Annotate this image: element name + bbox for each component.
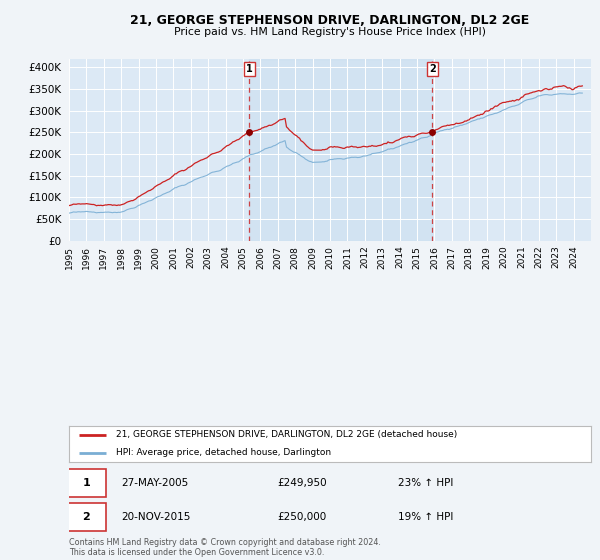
Bar: [250, 59, 432, 241]
Text: 1: 1: [82, 478, 90, 488]
Text: 23% ↑ HPI: 23% ↑ HPI: [398, 478, 453, 488]
Text: 21, GEORGE STEPHENSON DRIVE, DARLINGTON, DL2 2GE (detached house): 21, GEORGE STEPHENSON DRIVE, DARLINGTON,…: [116, 430, 457, 439]
Text: Contains HM Land Registry data © Crown copyright and database right 2024.
This d: Contains HM Land Registry data © Crown c…: [69, 538, 381, 557]
Text: 19% ↑ HPI: 19% ↑ HPI: [398, 512, 453, 522]
Text: 27-MAY-2005: 27-MAY-2005: [121, 478, 188, 488]
FancyBboxPatch shape: [67, 503, 106, 531]
Text: 21, GEORGE STEPHENSON DRIVE, DARLINGTON, DL2 2GE: 21, GEORGE STEPHENSON DRIVE, DARLINGTON,…: [130, 14, 530, 27]
Text: 20-NOV-2015: 20-NOV-2015: [121, 512, 191, 522]
Text: £249,950: £249,950: [278, 478, 328, 488]
Text: HPI: Average price, detached house, Darlington: HPI: Average price, detached house, Darl…: [116, 449, 331, 458]
Text: 2: 2: [429, 64, 436, 74]
Text: Price paid vs. HM Land Registry's House Price Index (HPI): Price paid vs. HM Land Registry's House …: [174, 27, 486, 37]
Text: 2: 2: [82, 512, 90, 522]
Text: 1: 1: [246, 64, 253, 74]
Text: £250,000: £250,000: [278, 512, 327, 522]
FancyBboxPatch shape: [67, 469, 106, 497]
